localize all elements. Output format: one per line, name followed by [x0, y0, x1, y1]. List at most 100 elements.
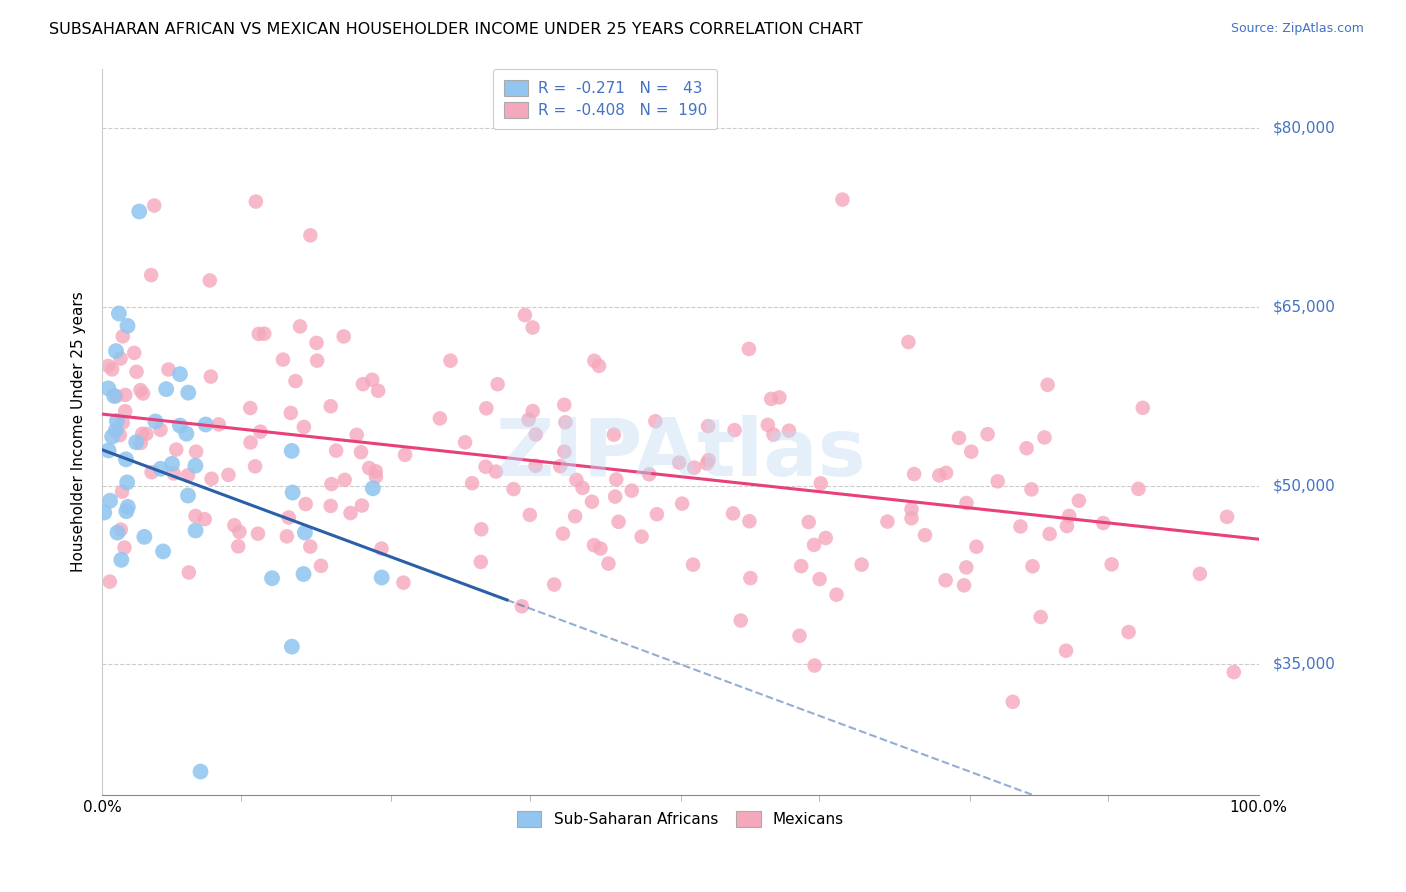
- Point: [299, 540, 322, 554]
- Point: [228, 524, 250, 539]
- Point: [177, 566, 200, 580]
- Point: [810, 476, 832, 491]
- Point: [876, 515, 898, 529]
- Point: [790, 559, 813, 574]
- Point: [247, 326, 270, 341]
- Point: [1188, 566, 1211, 581]
- Point: [152, 544, 174, 558]
- Point: [364, 464, 387, 478]
- Point: [605, 473, 627, 487]
- Point: [589, 541, 612, 556]
- Point: [1021, 483, 1043, 497]
- Point: [125, 435, 148, 450]
- Point: [169, 418, 191, 433]
- Point: [1092, 516, 1115, 530]
- Point: [200, 472, 222, 486]
- Point: [738, 514, 761, 528]
- Point: [1001, 695, 1024, 709]
- Text: Source: ZipAtlas.com: Source: ZipAtlas.com: [1230, 22, 1364, 36]
- Point: [1118, 625, 1140, 640]
- Point: [294, 497, 316, 511]
- Point: [987, 475, 1010, 489]
- Point: [524, 458, 547, 473]
- Point: [756, 417, 779, 432]
- Point: [101, 429, 124, 443]
- Text: $65,000: $65,000: [1272, 300, 1336, 314]
- Point: [1010, 519, 1032, 533]
- Point: [98, 574, 121, 589]
- Point: [564, 509, 586, 524]
- Point: [761, 392, 783, 406]
- Point: [522, 404, 544, 418]
- Point: [510, 599, 533, 614]
- Point: [107, 525, 129, 540]
- Point: [644, 414, 666, 428]
- Point: [325, 443, 347, 458]
- Text: ZIPAtlas: ZIPAtlas: [495, 415, 866, 492]
- Point: [543, 577, 565, 591]
- Point: [114, 388, 136, 402]
- Point: [364, 469, 387, 483]
- Text: SUBSAHARAN AFRICAN VS MEXICAN HOUSEHOLDER INCOME UNDER 25 YEARS CORRELATION CHAR: SUBSAHARAN AFRICAN VS MEXICAN HOUSEHOLDE…: [49, 22, 863, 37]
- Point: [803, 658, 825, 673]
- Point: [281, 640, 304, 654]
- Point: [394, 448, 416, 462]
- Point: [115, 452, 138, 467]
- Point: [288, 319, 311, 334]
- Point: [333, 473, 356, 487]
- Point: [97, 359, 120, 373]
- Point: [935, 574, 957, 588]
- Point: [115, 504, 138, 518]
- Point: [740, 571, 762, 585]
- Point: [1039, 527, 1062, 541]
- Point: [439, 353, 461, 368]
- Point: [249, 425, 271, 439]
- Point: [603, 427, 626, 442]
- Point: [831, 193, 853, 207]
- Point: [1054, 644, 1077, 658]
- Point: [208, 417, 231, 432]
- Point: [903, 467, 925, 481]
- Point: [163, 467, 186, 481]
- Point: [1036, 377, 1059, 392]
- Point: [260, 571, 283, 585]
- Point: [935, 466, 957, 480]
- Point: [1056, 519, 1078, 533]
- Point: [361, 373, 384, 387]
- Point: [474, 459, 496, 474]
- Point: [683, 460, 706, 475]
- Legend: Sub-Saharan Africans, Mexicans: Sub-Saharan Africans, Mexicans: [509, 803, 852, 835]
- Point: [114, 404, 136, 418]
- Point: [132, 386, 155, 401]
- Point: [190, 764, 212, 779]
- Point: [194, 417, 217, 432]
- Point: [129, 436, 152, 450]
- Point: [976, 427, 998, 442]
- Point: [98, 493, 121, 508]
- Point: [803, 538, 825, 552]
- Point: [141, 465, 163, 479]
- Point: [141, 268, 163, 282]
- Point: [169, 367, 191, 381]
- Point: [730, 614, 752, 628]
- Point: [200, 369, 222, 384]
- Point: [738, 342, 761, 356]
- Point: [319, 499, 342, 513]
- Y-axis label: Householder Income Under 25 years: Householder Income Under 25 years: [72, 292, 86, 573]
- Point: [696, 457, 718, 471]
- Point: [176, 426, 198, 441]
- Point: [517, 412, 540, 426]
- Text: $80,000: $80,000: [1272, 120, 1336, 136]
- Point: [239, 401, 262, 415]
- Point: [960, 444, 983, 458]
- Point: [955, 496, 977, 510]
- Point: [110, 553, 132, 567]
- Point: [723, 423, 745, 437]
- Point: [155, 382, 177, 396]
- Point: [224, 518, 246, 533]
- Point: [548, 459, 571, 474]
- Point: [721, 507, 744, 521]
- Point: [429, 411, 451, 425]
- Point: [105, 344, 128, 359]
- Point: [475, 401, 498, 416]
